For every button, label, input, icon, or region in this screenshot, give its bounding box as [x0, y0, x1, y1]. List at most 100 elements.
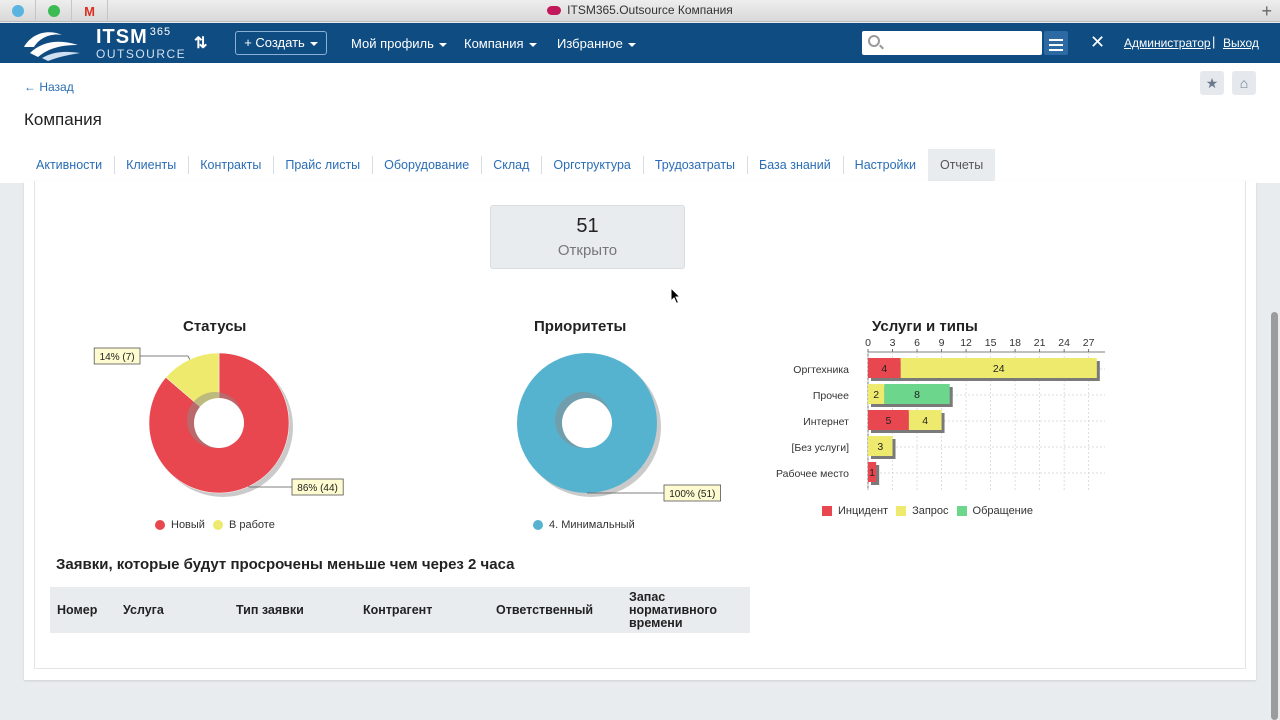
chevron-down-icon: [309, 41, 318, 46]
x-tick-label: 12: [960, 338, 972, 349]
pie-data-label-box: [663, 484, 721, 502]
menu-company[interactable]: Компания: [464, 36, 537, 51]
legend-label: 4. Минимальный: [549, 519, 635, 531]
company-tabs: Активности Клиенты Контракты Прайс листы…: [24, 149, 996, 181]
tools-icon[interactable]: ✕: [1090, 32, 1106, 52]
donut-hole: [194, 398, 244, 448]
pie-data-label: 14% (7): [100, 352, 135, 363]
legend-item-new[interactable]: Новый: [155, 519, 205, 531]
services-legend: Инцидент Запрос Обращение: [822, 505, 1041, 517]
pinned-tab-1[interactable]: [0, 0, 36, 22]
pie-data-label-box: [93, 347, 141, 365]
x-tick-label: 24: [1058, 338, 1070, 349]
create-button[interactable]: + Создать: [235, 31, 327, 55]
x-tick-label: 21: [1034, 338, 1046, 349]
column-header-time-reserve[interactable]: Запас нормативного времени: [629, 590, 718, 630]
legend-swatch: [956, 506, 967, 516]
legend-item-in-progress[interactable]: В работе: [212, 519, 275, 531]
column-header-counterparty[interactable]: Контрагент: [363, 603, 433, 617]
wave-logo-icon: [24, 32, 80, 61]
statuses-donut-chart: 86% (44) 14% (7): [93, 347, 344, 497]
column-header-service[interactable]: Услуга: [123, 603, 164, 617]
bar-segment: [868, 462, 877, 482]
app-header: ITSM 365 OUTSOURCE ⇅ + Создать Мой профил…: [0, 23, 1280, 63]
header-separator: |: [1212, 34, 1216, 49]
window-title-text: ITSM365.Outsource Компания: [567, 3, 733, 17]
pinned-tab-2[interactable]: [36, 0, 72, 22]
legend-item-incident[interactable]: Инцидент: [822, 505, 888, 517]
tab-labor-costs[interactable]: Трудозатраты: [642, 149, 747, 181]
tab-knowledge-base[interactable]: База знаний: [747, 149, 843, 181]
kpi-label: Открыто: [557, 242, 618, 259]
tab-org-structure[interactable]: Оргструктура: [541, 149, 642, 181]
priorities-legend: 4. Минимальный: [533, 519, 643, 531]
star-icon[interactable]: ★: [1200, 71, 1224, 95]
sort-icon[interactable]: ⇅: [194, 35, 208, 52]
kpi-open-card[interactable]: 51 Открыто: [490, 205, 685, 269]
search-input[interactable]: [862, 31, 1042, 55]
tab-equipment[interactable]: Оборудование: [372, 149, 481, 181]
user-link[interactable]: Администратор: [1124, 36, 1211, 50]
chart-title-services: Услуги и типы: [872, 318, 978, 335]
bar-segment: [900, 358, 1097, 378]
kpi-value: 51: [576, 215, 599, 237]
brand-logo[interactable]: ITSM 365 OUTSOURCE: [22, 25, 186, 61]
pinned-tab-gmail[interactable]: M: [72, 0, 108, 22]
legend-swatch: [822, 506, 832, 516]
tab-warehouse[interactable]: Склад: [481, 149, 541, 181]
tab-settings[interactable]: Настройки: [842, 149, 928, 181]
tab-reports[interactable]: Отчеты: [927, 149, 996, 181]
chevron-down-icon: [627, 42, 636, 47]
bar-value-label: 3: [877, 441, 883, 453]
overdue-table-header: Номер Услуга Тип заявки Контрагент Ответ…: [50, 587, 750, 633]
chevron-down-icon: [528, 42, 537, 47]
legend-label: В работе: [228, 519, 275, 531]
y-category-label: Рабочее место: [776, 468, 849, 480]
menu-my-profile[interactable]: Мой профиль: [351, 36, 447, 51]
bar-value-label: 8: [914, 389, 920, 401]
pie-leader-line: [140, 355, 191, 360]
search-settings-button[interactable]: [1044, 31, 1068, 55]
priorities-donut-chart: 100% (51): [517, 353, 721, 502]
pie-data-label: 86% (44): [297, 483, 338, 494]
x-tick-label: 6: [914, 338, 920, 349]
logout-link[interactable]: Выход: [1223, 36, 1259, 50]
x-tick-label: 27: [1083, 338, 1095, 349]
menu-favorites[interactable]: Избранное: [557, 36, 636, 51]
tab-contracts[interactable]: Контракты: [188, 149, 273, 181]
new-tab-button[interactable]: +: [1261, 1, 1272, 21]
brand-sub: OUTSOURCE: [96, 46, 187, 61]
legend-item-minimal[interactable]: 4. Минимальный: [533, 519, 635, 531]
column-header-type[interactable]: Тип заявки: [236, 603, 304, 617]
create-label: + Создать: [244, 35, 305, 50]
site-logo-icon: [547, 6, 562, 16]
bar-segment: [868, 436, 893, 456]
tab-activities[interactable]: Активности: [36, 158, 103, 172]
x-tick-label: 3: [890, 338, 896, 349]
chevron-down-icon: [438, 42, 447, 47]
bar-value-label: 1: [869, 467, 875, 479]
bar-value-label: 4: [881, 363, 887, 375]
column-header-number[interactable]: Номер: [57, 603, 98, 617]
pie-data-label: 100% (51): [669, 489, 715, 500]
legend-swatch: [155, 520, 165, 530]
bar-value-label: 4: [922, 415, 928, 427]
brand-main: ITSM: [96, 25, 148, 48]
page-title: Компания: [24, 110, 102, 129]
tab-clients[interactable]: Клиенты: [114, 149, 188, 181]
page-scrollbar[interactable]: [1271, 312, 1278, 720]
donut-hole: [562, 398, 612, 448]
bar-value-label: 5: [886, 415, 892, 427]
legend-item-request[interactable]: Запрос: [896, 505, 949, 517]
chart-title-priorities: Приоритеты: [534, 318, 627, 335]
menu-label: Избранное: [557, 36, 623, 51]
home-icon[interactable]: ⌂: [1232, 71, 1256, 95]
back-link[interactable]: ← Назад: [24, 80, 74, 94]
app-icon: [11, 5, 24, 17]
legend-swatch: [212, 520, 223, 530]
legend-item-appeal[interactable]: Обращение: [956, 505, 1033, 517]
tab-price-lists[interactable]: Прайс листы: [273, 149, 372, 181]
bar-segment: [884, 384, 950, 404]
column-header-responsible[interactable]: Ответственный: [496, 603, 594, 617]
